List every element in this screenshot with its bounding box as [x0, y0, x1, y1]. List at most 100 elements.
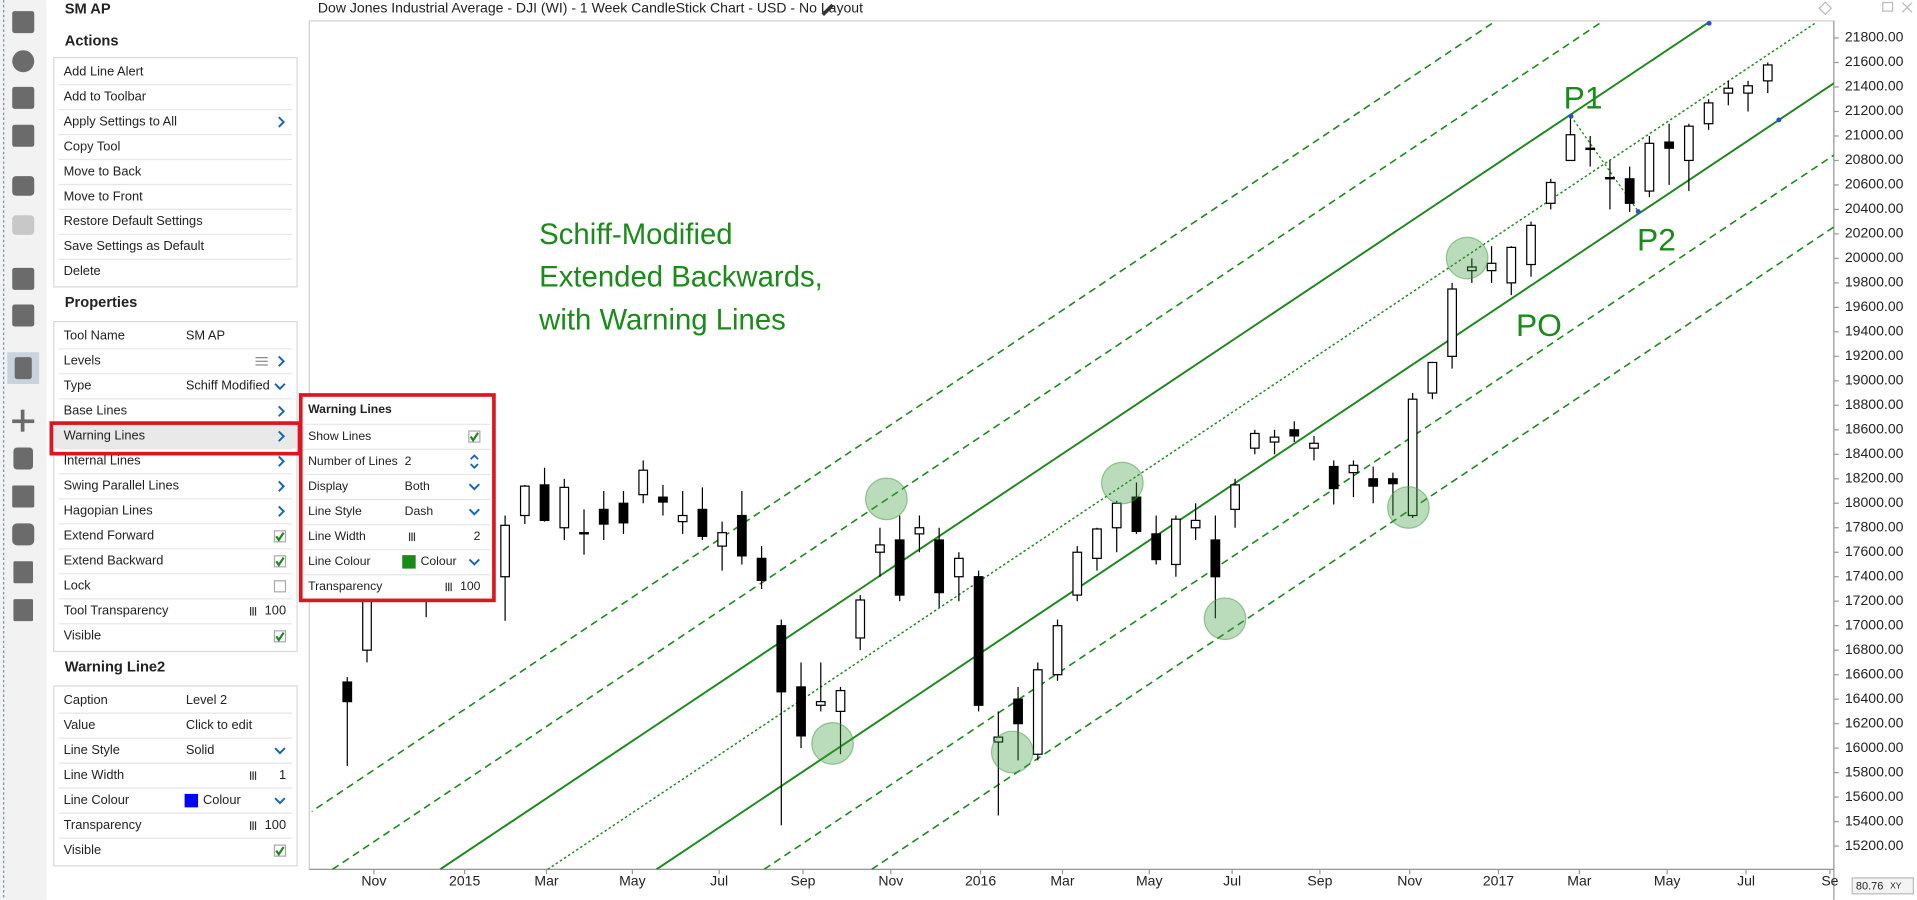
row-label[interactable]: Levels [64, 353, 101, 368]
arrow[interactable] [278, 355, 286, 367]
row-value[interactable]: Dash [405, 504, 434, 518]
warning-line[interactable] [225, 22, 1495, 869]
row-label[interactable]: Add Line Alert [64, 64, 144, 79]
icon[interactable] [12, 11, 35, 34]
icon[interactable] [12, 176, 35, 196]
anchor[interactable] [1635, 209, 1641, 215]
candle-body [1013, 698, 1023, 725]
row-value[interactable]: SM AP [186, 328, 225, 343]
row-label[interactable]: Add to Toolbar [64, 89, 147, 104]
spinner[interactable] [470, 454, 479, 470]
row-label[interactable]: Visible [64, 628, 102, 643]
row-label[interactable]: Line Style [308, 504, 362, 518]
arrow[interactable] [278, 455, 286, 467]
warning-line[interactable] [871, 22, 1917, 870]
row-label[interactable]: Move to Front [64, 188, 144, 203]
row-value[interactable]: Click to edit [186, 717, 253, 732]
row-label[interactable]: Tool Name [64, 328, 125, 343]
row-label[interactable]: Line Colour [64, 792, 130, 807]
edit-icon[interactable] [821, 3, 834, 16]
icon[interactable] [12, 215, 35, 235]
row-label[interactable]: Copy Tool [64, 138, 121, 153]
icon[interactable] [12, 86, 35, 109]
row-label[interactable]: Line Style [64, 742, 120, 757]
checkmark [275, 632, 285, 642]
checkbox[interactable] [273, 580, 287, 593]
row-label[interactable]: Extend Forward [64, 528, 155, 543]
anchor[interactable] [1706, 20, 1712, 26]
row-label[interactable]: Line Width [64, 767, 125, 782]
y-tick-label: 21600.00 [1845, 53, 1904, 69]
row-label[interactable]: Value [64, 717, 96, 732]
candle-body [342, 681, 353, 703]
row-label[interactable]: Show Lines [308, 429, 371, 443]
row-value[interactable]: Colour [203, 792, 242, 807]
candle-body [1289, 429, 1300, 437]
row-label[interactable]: Base Lines [64, 403, 127, 418]
handle-line[interactable] [655, 22, 1917, 870]
dropdown[interactable] [468, 508, 480, 516]
row-label[interactable]: Line Colour [308, 554, 371, 568]
row-label[interactable]: Extend Backward [64, 553, 164, 568]
y-tick-label: 16600.00 [1845, 665, 1904, 681]
dropdown[interactable] [468, 558, 480, 566]
warning-line[interactable] [332, 22, 1603, 870]
arrow[interactable] [278, 405, 286, 417]
icon[interactable] [1901, 2, 1913, 13]
row-label[interactable]: Line Width [308, 529, 366, 543]
icon[interactable] [14, 357, 32, 380]
icon[interactable] [12, 124, 35, 147]
warning-line[interactable] [763, 22, 1917, 870]
dropdown[interactable] [274, 383, 286, 391]
arrow[interactable] [278, 430, 286, 442]
handle-line[interactable] [439, 22, 1710, 870]
icon[interactable] [13, 447, 34, 470]
icon[interactable] [20, 409, 25, 432]
row-label[interactable]: Caption [64, 692, 108, 707]
icon[interactable] [13, 599, 34, 622]
icon[interactable] [12, 304, 35, 327]
icon[interactable] [12, 485, 35, 508]
icon[interactable] [13, 561, 34, 584]
icon[interactable] [12, 50, 35, 73]
row-label[interactable]: Transparency [64, 817, 143, 832]
row-value[interactable]: Both [405, 479, 430, 493]
row-label[interactable]: Number of Lines [308, 454, 398, 468]
row-value[interactable]: Colour [421, 554, 457, 568]
anchor[interactable] [1776, 117, 1782, 123]
median-line[interactable] [547, 22, 1818, 870]
row-label[interactable]: Restore Default Settings [64, 213, 203, 228]
row-label[interactable]: Lock [64, 578, 92, 593]
row-label[interactable]: Internal Lines [64, 453, 141, 468]
row-value[interactable]: Schiff Modified [186, 378, 270, 393]
dropdown[interactable] [274, 747, 286, 755]
annotation: Schiff-Modified [539, 218, 732, 251]
x-tick-label: May [1136, 872, 1163, 888]
row-label[interactable]: Type [64, 378, 92, 393]
row-label[interactable]: Swing Parallel Lines [64, 478, 180, 493]
row-label[interactable]: Warning Lines [64, 428, 146, 443]
row-value[interactable]: Level 2 [186, 692, 227, 707]
arrow[interactable] [278, 116, 286, 128]
candle-body [875, 544, 885, 553]
row-label[interactable]: Display [308, 479, 349, 493]
row-label[interactable]: Transparency [308, 579, 383, 593]
row-label[interactable]: Visible [64, 842, 102, 857]
icon[interactable] [1882, 1, 1894, 12]
icon[interactable] [12, 523, 35, 546]
row-label[interactable]: Move to Back [64, 163, 142, 178]
anchor[interactable] [1568, 113, 1574, 119]
row-label[interactable]: Apply Settings to All [64, 113, 177, 128]
candle-body [1151, 533, 1162, 561]
dropdown[interactable] [468, 483, 480, 491]
dropdown[interactable] [274, 797, 286, 805]
row-label[interactable]: Tool Transparency [64, 603, 169, 618]
icon[interactable] [1818, 1, 1833, 16]
row-label[interactable]: Hagopian Lines [64, 503, 153, 518]
arrow[interactable] [278, 505, 286, 517]
arrow[interactable] [278, 480, 286, 492]
icon[interactable] [12, 267, 35, 290]
row-label[interactable]: Save Settings as Default [64, 238, 205, 253]
row-label[interactable]: Delete [64, 263, 101, 278]
row-value[interactable]: Solid [186, 742, 215, 757]
